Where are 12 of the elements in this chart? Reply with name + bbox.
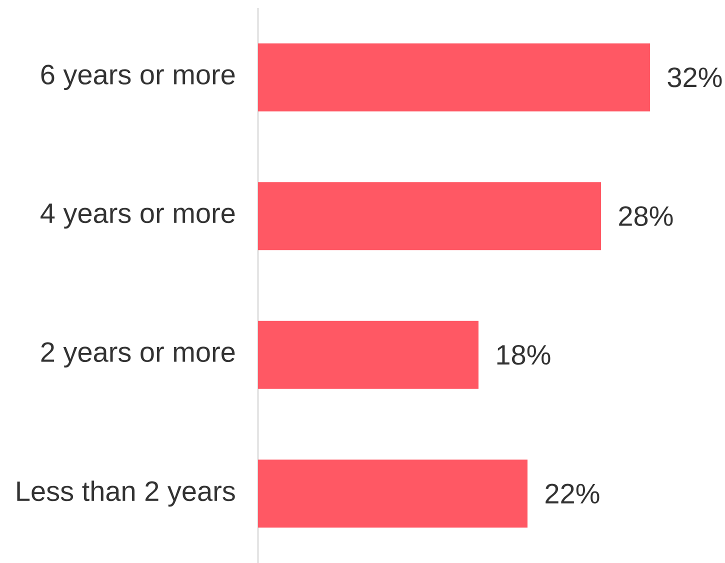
bar [258, 182, 601, 250]
data-label: 22% [546, 484, 600, 504]
data-label: 32% [668, 67, 722, 88]
bar [258, 43, 650, 112]
bar [258, 460, 528, 528]
data-label: 18% [497, 344, 550, 365]
y-tick-label: 6 years or more [41, 64, 235, 90]
y-tick-label: 2 years or more [41, 342, 235, 368]
y-tick-label: 4 years or more [40, 204, 235, 229]
bar [258, 320, 478, 389]
y-tick-label: Less than 2 years [17, 480, 235, 507]
data-label: 28% [619, 206, 673, 226]
